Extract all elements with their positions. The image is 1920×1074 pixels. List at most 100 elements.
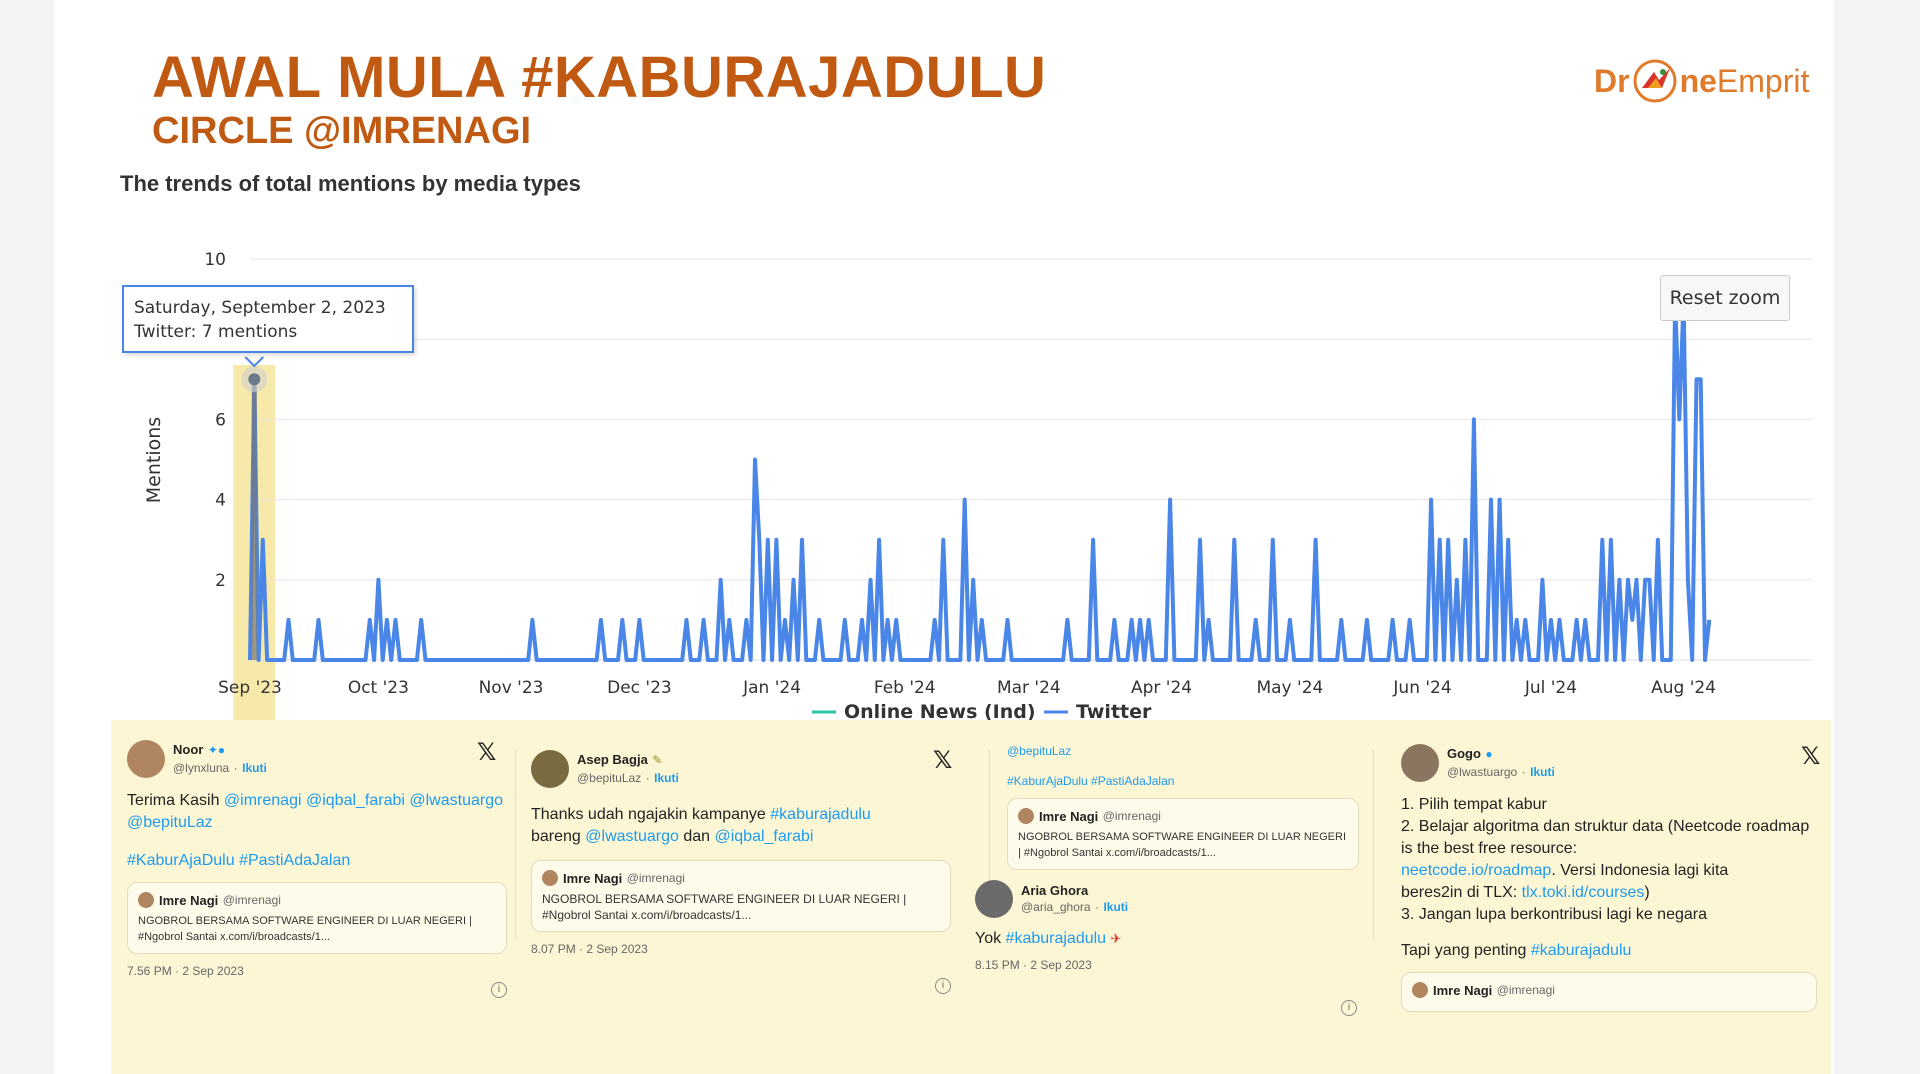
tweet-text: Thanks udah ngajakin kampanye #kaburajad… xyxy=(531,804,951,848)
tweet-text-plain: Yok xyxy=(975,930,1006,947)
quote-author-name: Imre Nagi xyxy=(1039,808,1099,824)
quoted-tweet[interactable]: Imre Nagi @imrenagi NGOBROL BERSAMA SOFT… xyxy=(1007,798,1359,870)
tweet-mentions-link[interactable]: @imrenagi @iqbal_farabi @lwastuargo @bep… xyxy=(127,792,503,831)
airplane-emoji-icon: ✈ xyxy=(1110,931,1122,946)
quote-author-handle: @imrenagi xyxy=(626,871,685,885)
avatar xyxy=(1401,744,1439,782)
avatar xyxy=(975,880,1013,918)
follow-link[interactable]: Ikuti xyxy=(242,761,267,775)
tweet-author-name: Noor xyxy=(173,742,204,757)
info-icon[interactable]: i xyxy=(1341,1000,1357,1016)
tweet-line: Tapi yang penting #kaburajadulu xyxy=(1401,940,1817,962)
tweet-author-name: Gogo xyxy=(1447,746,1481,761)
tweet-author-handle: @aria_ghora xyxy=(1021,899,1091,914)
avatar xyxy=(138,892,154,908)
tweet-card-aria[interactable]: @bepituLaz #KaburAjaDulu #PastiAdaJalan … xyxy=(975,744,1359,1016)
tooltip-date: Saturday, September 2, 2023 xyxy=(134,298,386,318)
page-subtitle: CIRCLE @IMRENAGI xyxy=(152,110,532,152)
tweet-timestamp[interactable]: 8.07 PM · 2 Sep 2023 xyxy=(531,942,648,956)
x-tick-label: Mar '24 xyxy=(997,678,1061,698)
avatar xyxy=(1018,808,1034,824)
y-tick-label: 6 xyxy=(215,410,226,430)
x-tick-label: Feb '24 xyxy=(874,678,936,698)
mention-link[interactable]: @lwastuargo xyxy=(585,828,679,845)
x-tick-label: Nov '23 xyxy=(479,678,544,698)
hashtag-link[interactable]: #kaburajadulu xyxy=(1005,930,1107,947)
x-logo-icon[interactable]: 𝕏 xyxy=(477,739,497,766)
divider xyxy=(989,750,990,900)
quote-author-handle: @imrenagi xyxy=(1496,983,1555,997)
hashtag-link[interactable]: #kaburajadulu xyxy=(1530,942,1632,959)
tweet-text-plain: Terima Kasih xyxy=(127,792,224,809)
legend-label-twitter: Twitter xyxy=(1076,701,1152,723)
x-tick-label: May '24 xyxy=(1256,678,1323,698)
quote-body: NGOBROL BERSAMA SOFTWARE ENGINEER DI LUA… xyxy=(1018,831,1347,859)
quoted-tweet[interactable]: Imre Nagi @imrenagi xyxy=(1401,972,1817,1012)
follow-link[interactable]: Ikuti xyxy=(654,771,679,785)
quoted-tweet[interactable]: Imre Nagi @imrenagi NGOBROL BERSAMA SOFT… xyxy=(531,860,951,932)
info-icon[interactable]: i xyxy=(935,978,951,994)
series-line-twitter xyxy=(248,297,1712,662)
reset-zoom-button[interactable]: Reset zoom xyxy=(1660,275,1790,321)
tweet-line: 1. Pilih tempat kabur xyxy=(1401,796,1547,813)
tweet-timestamp[interactable]: 8.15 PM · 2 Sep 2023 xyxy=(975,958,1092,972)
y-tick-label: 10 xyxy=(204,250,226,270)
tweet-author-name: Aria Ghora xyxy=(1021,882,1089,898)
chart-tooltip: Saturday, September 2, 2023 Twitter: 7 m… xyxy=(122,285,414,353)
right-margin xyxy=(1834,0,1920,1074)
info-icon[interactable]: i xyxy=(491,982,507,998)
verified-badge-icon: ● xyxy=(1485,747,1493,761)
logo-text-right: Emprit xyxy=(1716,62,1810,99)
x-tick-label: Aug '24 xyxy=(1651,678,1716,698)
x-logo-icon[interactable]: 𝕏 xyxy=(1801,743,1821,770)
tooltip-value: Twitter: 7 mentions xyxy=(134,322,298,342)
tweet-card-gogo[interactable]: Gogo ● @lwastuargo · Ikuti 1. Pilih temp… xyxy=(1401,744,1817,1012)
logo-text-mid: ne xyxy=(1679,62,1717,99)
x-logo-icon[interactable]: 𝕏 xyxy=(933,747,953,774)
tweet-text-plain: beres2in di TLX: xyxy=(1401,884,1522,901)
hashtag-link[interactable]: #KaburAjaDulu #PastiAdaJalan xyxy=(1007,774,1175,788)
quote-author-handle: @imrenagi xyxy=(1102,809,1161,823)
y-tick-label: 2 xyxy=(215,571,226,591)
tweet-author-handle: @lwastuargo xyxy=(1447,765,1518,779)
courses-link[interactable]: tlx.toki.id/courses xyxy=(1521,884,1645,901)
tweet-hashtags[interactable]: #KaburAjaDulu #PastiAdaJalan xyxy=(127,852,351,869)
tweet-text-plain: Thanks udah ngajakin kampanye xyxy=(531,806,771,823)
tweet-text-plain: dan xyxy=(678,828,715,845)
tweet-timestamp[interactable]: 7.56 PM · 2 Sep 2023 xyxy=(127,964,244,978)
quote-body: NGOBROL BERSAMA SOFTWARE ENGINEER DI LUA… xyxy=(542,892,907,922)
hashtag-link[interactable]: #kaburajadulu xyxy=(770,806,871,823)
mentions-chart[interactable]: 2 4 6 10 Mentions Sep '23 Oct '23 Nov '23 Dec '2… xyxy=(0,0,1920,740)
roadmap-link[interactable]: neetcode.io/roadmap xyxy=(1401,862,1552,879)
chart-title: The trends of total mentions by media ty… xyxy=(120,171,581,196)
tweet-card-noor[interactable]: Noor ✦● @lynxluna · Ikuti Terima Kasih @… xyxy=(127,740,507,998)
quote-author-name: Imre Nagi xyxy=(1433,982,1493,998)
mention-link[interactable]: @bepituLaz xyxy=(1007,744,1072,758)
x-tick-label: Dec '23 xyxy=(607,678,672,698)
tweet-author-name: Asep Bagja xyxy=(577,752,648,767)
x-tick-label: Sep '23 xyxy=(218,678,282,698)
page-title: AWAL MULA #KABURAJADULU xyxy=(152,45,1047,110)
x-tick-label: Apr '24 xyxy=(1131,678,1192,698)
mention-link[interactable]: @iqbal_farabi xyxy=(714,828,814,845)
quote-author-name: Imre Nagi xyxy=(563,870,623,886)
x-tick-label: Oct '23 xyxy=(348,678,409,698)
quote-body: NGOBROL BERSAMA SOFTWARE ENGINEER DI LUA… xyxy=(138,915,472,943)
follow-link[interactable]: Ikuti xyxy=(1103,899,1129,914)
pencil-emoji-icon: ✎ xyxy=(652,753,663,767)
avatar xyxy=(1412,982,1428,998)
quoted-tweet[interactable]: Imre Nagi @imrenagi NGOBROL BERSAMA SOFT… xyxy=(127,882,507,954)
tweet-card-asep[interactable]: Asep Bagja ✎ @bepituLaz · Ikuti Thanks u… xyxy=(531,750,951,994)
tweet-author-handle: @lynxluna xyxy=(173,761,230,775)
tweet-text-plain: Tapi yang penting xyxy=(1401,942,1531,959)
x-tick-label: Jul '24 xyxy=(1524,678,1577,698)
tweet-text-plain: . Versi Indonesia lagi kita xyxy=(1551,862,1729,879)
follow-link[interactable]: Ikuti xyxy=(1530,765,1555,779)
avatar xyxy=(542,870,558,886)
quote-author-handle: @imrenagi xyxy=(222,893,281,907)
left-margin xyxy=(0,0,54,1074)
tweet-line: 3. Jangan lupa berkontribusi lagi ke neg… xyxy=(1401,906,1707,923)
y-axis-label: Mentions xyxy=(143,417,165,503)
tweet-text: Terima Kasih @imrenagi @iqbal_farabi @lw… xyxy=(127,790,507,834)
tweet-line: neetcode.io/roadmap. Versi Indonesia lag… xyxy=(1401,860,1817,882)
